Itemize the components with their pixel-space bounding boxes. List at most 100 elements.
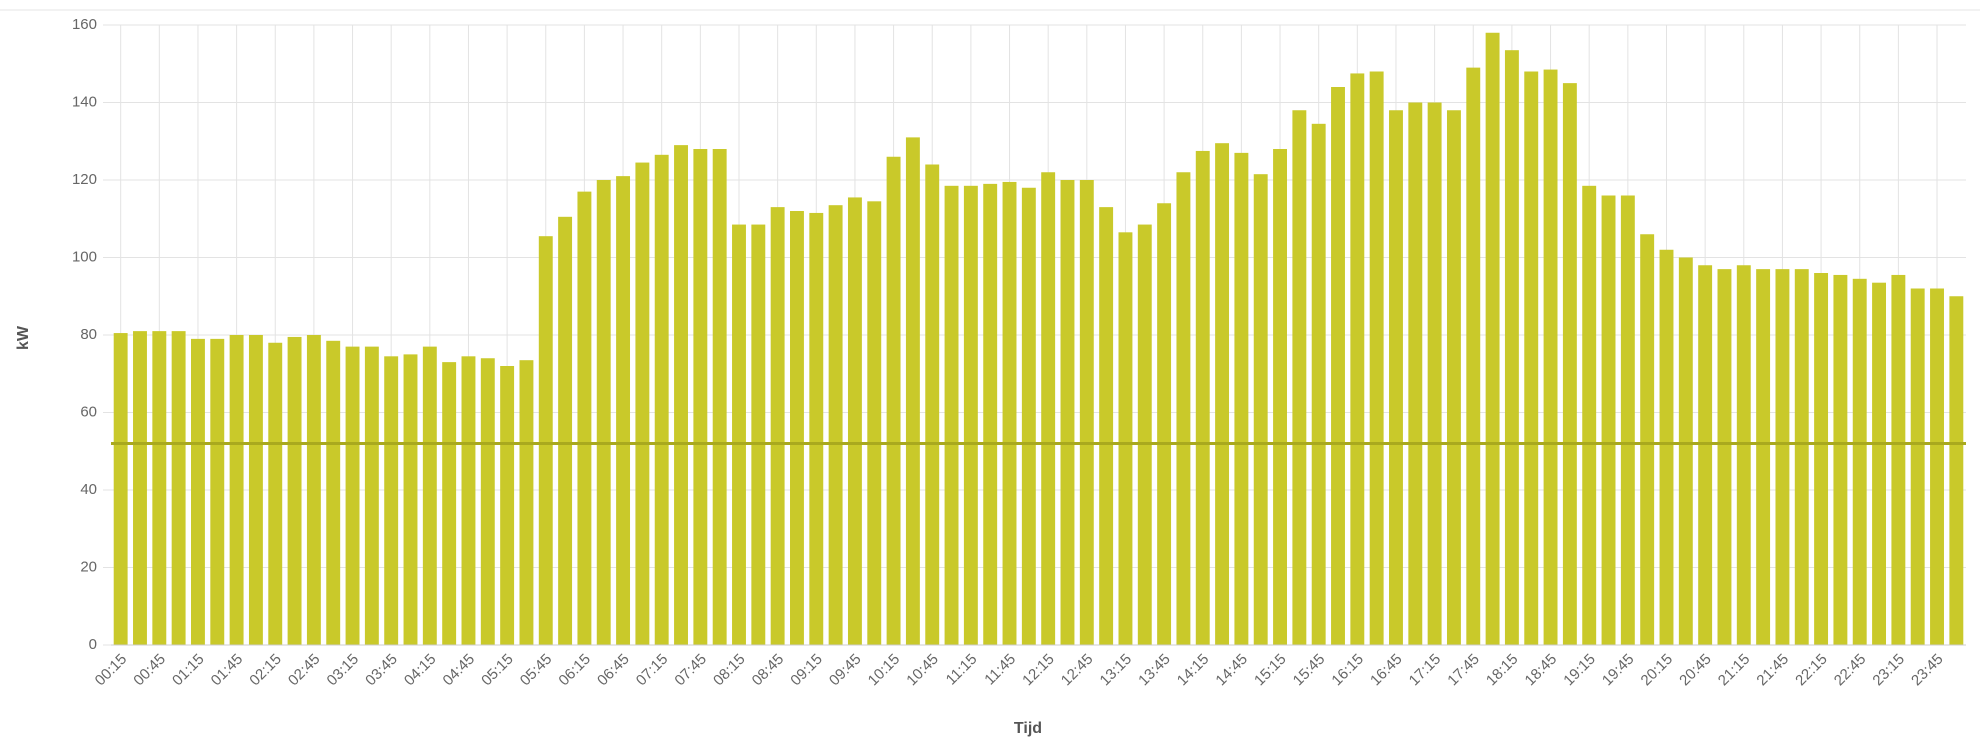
bar: [1659, 249, 1674, 645]
y-tick-label: 40: [80, 481, 97, 498]
x-tick-label: 08:15: [710, 651, 749, 690]
x-tick-label: 22:45: [1831, 651, 1870, 690]
bar: [925, 164, 940, 645]
y-tick-label: 140: [72, 93, 97, 110]
bar: [905, 137, 920, 645]
x-tick-label: 04:15: [401, 651, 440, 690]
x-tick-label: 14:45: [1212, 651, 1251, 690]
bar: [635, 162, 650, 645]
bar: [461, 356, 476, 645]
bar: [1118, 232, 1133, 645]
x-tick-label: 02:15: [246, 651, 285, 690]
bar: [809, 212, 824, 645]
bar: [1562, 83, 1577, 645]
bar: [1041, 172, 1056, 645]
bar: [1524, 71, 1539, 645]
bar: [133, 331, 147, 645]
y-tick-label: 100: [72, 248, 97, 265]
bar: [1408, 102, 1423, 645]
bar: [1698, 265, 1713, 645]
bar: [1369, 71, 1384, 645]
bar: [384, 356, 399, 645]
y-tick-label: 160: [72, 16, 97, 33]
bar: [1872, 282, 1887, 645]
bar: [364, 346, 379, 645]
bar: [1891, 274, 1906, 645]
bar: [1930, 288, 1944, 645]
bar: [847, 197, 862, 645]
bar: [1833, 274, 1848, 645]
bar: [519, 360, 534, 645]
x-tick-label: 02:45: [285, 651, 324, 690]
x-tick-label: 19:45: [1599, 651, 1638, 690]
x-tick-label: 04:45: [440, 651, 479, 690]
bar: [1852, 278, 1867, 645]
bar: [326, 340, 341, 645]
x-tick-label: 08:45: [749, 651, 788, 690]
bar: [480, 358, 495, 645]
bar: [944, 185, 959, 645]
x-tick-label: 07:45: [671, 651, 710, 690]
bar: [558, 216, 573, 645]
bar: [1775, 269, 1790, 645]
bar: [867, 201, 882, 645]
bar: [1389, 110, 1403, 645]
x-tick-label: 11:15: [943, 651, 981, 689]
x-tick-label: 12:45: [1058, 651, 1097, 690]
bar: [790, 211, 804, 645]
x-tick-label: 01:15: [169, 651, 208, 690]
bar: [287, 336, 302, 645]
bar: [1427, 102, 1442, 645]
y-tick-label: 120: [72, 171, 97, 188]
bar: [983, 183, 998, 645]
bar: [1543, 69, 1558, 645]
x-tick-label: 14:15: [1174, 651, 1213, 690]
x-tick-label: 05:15: [478, 651, 517, 690]
bar: [403, 354, 418, 645]
bar: [1253, 174, 1268, 645]
bar: [1485, 32, 1500, 645]
bar: [1910, 288, 1925, 645]
bar: [1350, 73, 1365, 645]
bar: [732, 224, 746, 645]
bar: [1079, 180, 1094, 645]
bar: [693, 149, 708, 645]
bar: [1099, 207, 1114, 645]
bar: [538, 236, 553, 645]
x-tick-label: 18:45: [1522, 651, 1561, 690]
bar: [712, 149, 727, 645]
bar: [1157, 203, 1172, 645]
bar: [1311, 123, 1326, 645]
bar: [210, 338, 225, 645]
y-axis-title: kW: [15, 325, 32, 350]
bar: [1060, 180, 1075, 645]
x-tick-label: 17:45: [1444, 651, 1483, 690]
bar: [1446, 110, 1461, 645]
x-tick-label: 12:15: [1019, 651, 1058, 690]
bar: [1640, 234, 1655, 645]
y-tick-label: 20: [80, 558, 97, 575]
bar: [1756, 269, 1771, 645]
bar: [152, 331, 167, 645]
x-tick-label: 06:45: [594, 651, 633, 690]
bar: [345, 346, 360, 645]
x-tick-label: 03:45: [362, 651, 401, 690]
bar: [751, 224, 766, 645]
x-tick-label: 11:45: [981, 651, 1019, 689]
x-tick-label: 00:15: [92, 651, 131, 690]
bar: [1234, 152, 1249, 645]
x-tick-label: 21:15: [1715, 651, 1754, 690]
bar: [171, 331, 186, 645]
bar: [770, 207, 785, 645]
x-tick-label: 10:15: [865, 651, 904, 690]
x-tick-label: 09:15: [787, 651, 826, 690]
bar: [1002, 181, 1017, 645]
x-tick-label: 00:45: [130, 651, 169, 690]
x-tick-label: 13:15: [1097, 651, 1136, 690]
x-tick-label: 03:15: [324, 651, 363, 690]
x-tick-label: 21:45: [1753, 651, 1792, 690]
bar: [674, 145, 688, 645]
x-tick-label: 23:45: [1908, 651, 1947, 690]
bar: [1601, 195, 1616, 645]
